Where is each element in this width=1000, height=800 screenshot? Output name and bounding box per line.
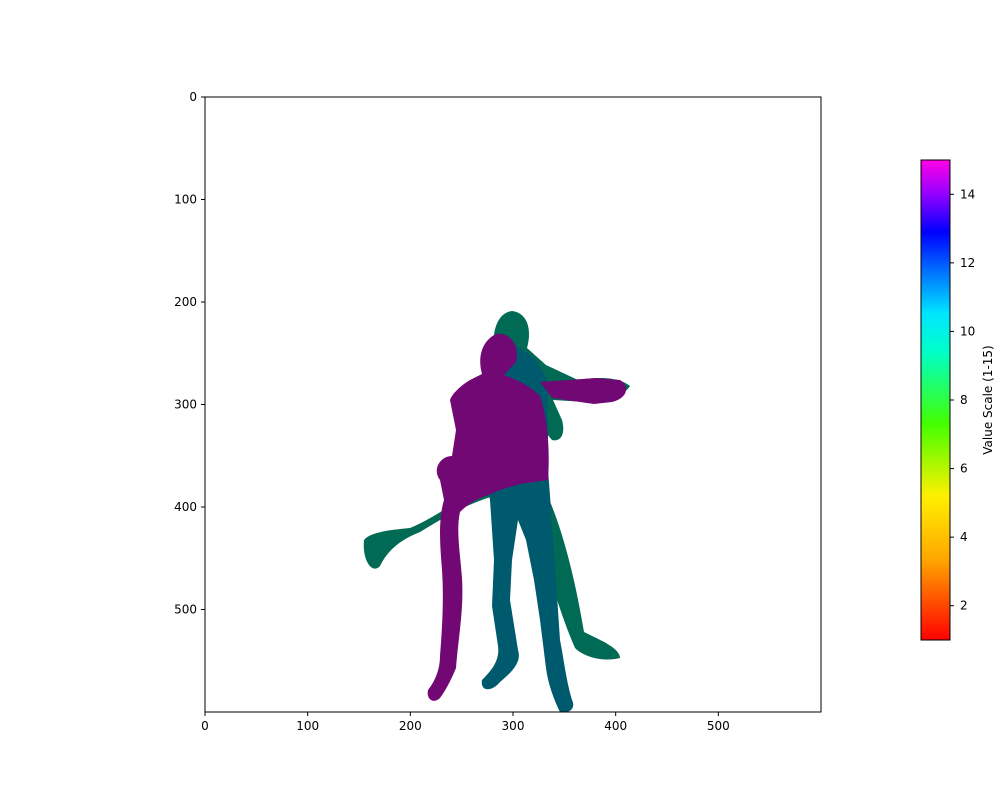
colorbar-tick-label: 2 [960, 599, 968, 613]
colorbar-ticks: 2 4 6 8 10 12 14 [950, 187, 975, 613]
x-tick-label: 200 [399, 719, 422, 733]
x-tick-label: 0 [201, 719, 209, 733]
rendered-image [363, 311, 630, 713]
x-axis: 0 100 200 300 400 500 [201, 712, 730, 733]
colorbar-tick-label: 14 [960, 187, 975, 201]
x-tick-label: 500 [707, 719, 730, 733]
x-tick-label: 100 [296, 719, 319, 733]
y-axis: 0 100 200 300 400 500 [174, 90, 205, 617]
colorbar-tick-label: 6 [960, 462, 968, 476]
x-tick-label: 300 [502, 719, 525, 733]
magenta-figure [427, 333, 627, 701]
y-tick-label: 500 [174, 603, 197, 617]
y-tick-label: 400 [174, 500, 197, 514]
colorbar-tick-label: 12 [960, 256, 975, 270]
x-tick-label: 400 [604, 719, 627, 733]
colorbar-tick-label: 10 [960, 324, 975, 338]
colorbar-label: Value Scale (1-15) [981, 345, 995, 454]
y-tick-label: 0 [189, 90, 197, 104]
colorbar-tick-label: 8 [960, 393, 968, 407]
y-tick-label: 200 [174, 295, 197, 309]
colorbar [920, 159, 951, 641]
y-tick-label: 100 [174, 193, 197, 207]
y-tick-label: 300 [174, 398, 197, 412]
colorbar-tick-label: 4 [960, 530, 968, 544]
